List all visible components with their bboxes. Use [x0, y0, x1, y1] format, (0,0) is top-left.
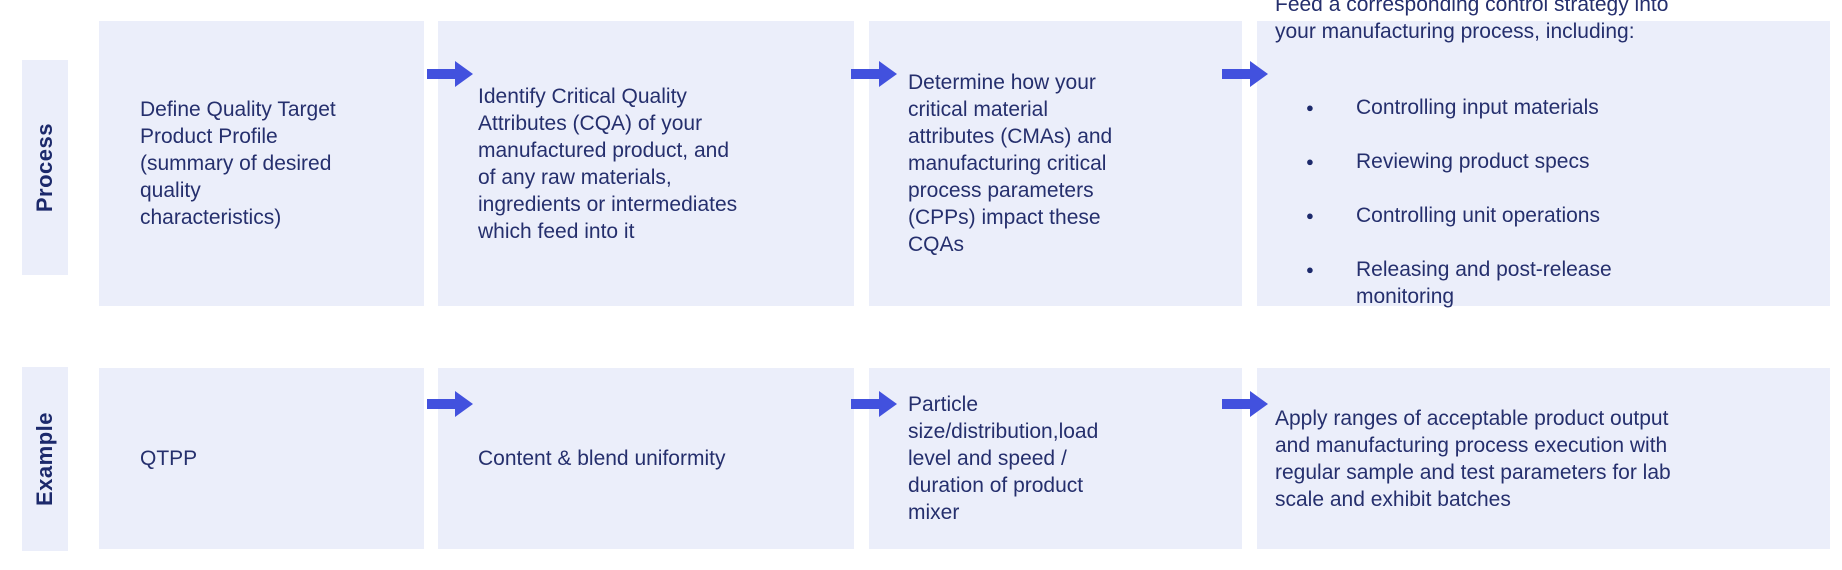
arrow-right-icon: [1222, 61, 1268, 87]
process-step-4-box: Feed a corresponding control strategy in…: [1257, 0, 1830, 308]
bullet-dot-icon: ●: [1306, 153, 1314, 169]
example-step-2-box: Content & blend uniformity: [438, 368, 854, 549]
process-step-1-text: Define Quality Target Product Profile (s…: [140, 98, 336, 229]
row-label-example-text: Example: [32, 412, 57, 506]
example-step-2-text: Content & blend uniformity: [478, 447, 726, 470]
arrow-right-icon: [427, 61, 473, 87]
bullet-item-text: Releasing and post-release monitoring: [1356, 257, 1612, 308]
process-step-2-text: Identify Critical Quality Attributes (CQ…: [478, 84, 738, 243]
arrow-right-icon: [851, 391, 897, 417]
example-step-3-box: Particle size/distribution,load level an…: [869, 368, 1242, 549]
bullet-item: ● Reviewing product specs: [1275, 148, 1806, 175]
arrow-right-icon: [851, 61, 897, 87]
bullet-item: ● Releasing and post-release monitoring: [1275, 256, 1806, 310]
example-step-3-text: Particle size/distribution,load level an…: [908, 393, 1099, 524]
bullet-item: ● Controlling input materials: [1275, 94, 1806, 121]
example-step-1-text: QTPP: [140, 447, 198, 470]
process-step-3-text: Determine how your critical material att…: [908, 71, 1113, 256]
arrow-right-icon: [1222, 391, 1268, 417]
control-strategy-bullet-list: ● Controlling input materials ● Reviewing …: [1275, 67, 1806, 337]
row-label-process: Process: [22, 60, 68, 275]
example-step-4-box: Apply ranges of acceptable product outpu…: [1257, 368, 1830, 549]
example-step-1-box: QTPP: [99, 368, 424, 549]
bullet-item-text: Controlling unit operations: [1356, 203, 1600, 227]
process-step-4-heading: Feed a corresponding control strategy in…: [1275, 0, 1669, 43]
row-label-process-text: Process: [32, 122, 57, 213]
process-step-3-box: Determine how your critical material att…: [869, 21, 1242, 306]
bullet-dot-icon: ●: [1306, 207, 1314, 223]
bullet-item: ● Controlling unit operations: [1275, 202, 1806, 229]
process-step-2-box: Identify Critical Quality Attributes (CQ…: [438, 21, 854, 306]
row-label-example: Example: [22, 367, 68, 551]
bullet-dot-icon: ●: [1306, 261, 1314, 277]
bullet-dot-icon: ●: [1306, 99, 1314, 115]
bullet-item-text: Controlling input materials: [1356, 95, 1599, 119]
example-step-4-text: Apply ranges of acceptable product outpu…: [1275, 406, 1671, 511]
bullet-item-text: Reviewing product specs: [1356, 149, 1590, 173]
process-step-1-box: Define Quality Target Product Profile (s…: [99, 21, 424, 306]
arrow-right-icon: [427, 391, 473, 417]
